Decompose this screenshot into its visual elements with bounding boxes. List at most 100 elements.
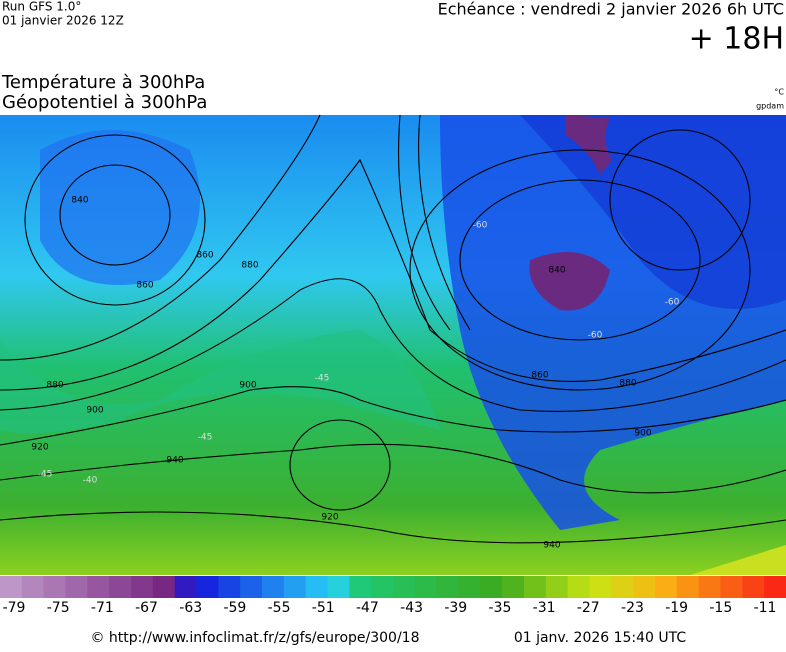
- lead-time: + 18H: [689, 22, 784, 57]
- legend-label: -71: [91, 600, 114, 616]
- legend-swatch: [174, 576, 197, 598]
- contour: [0, 158, 786, 391]
- legend-swatch: [218, 576, 241, 598]
- contour-label: 860: [136, 281, 153, 291]
- legend-swatch: [109, 576, 132, 598]
- contour: [0, 114, 321, 361]
- run-label: Run GFS 1.0°: [2, 0, 81, 14]
- contour-label: 940: [166, 456, 183, 466]
- mid-area: [0, 330, 440, 434]
- contour: [609, 129, 751, 271]
- contours: [0, 114, 786, 544]
- legend-swatch: [436, 576, 459, 598]
- legend-label: -27: [577, 600, 600, 616]
- contour-label: 860: [196, 251, 213, 261]
- cold-area: [520, 115, 786, 309]
- legend-label: -15: [709, 600, 732, 616]
- legend-swatch: [414, 576, 438, 598]
- legend-swatch: [720, 576, 743, 598]
- legend-label: -63: [179, 600, 202, 616]
- legend-swatch: [502, 576, 525, 598]
- contour-label: 880: [46, 381, 63, 391]
- title-geopotential: Géopotentiel à 300hPa: [2, 92, 207, 113]
- source-url: © http://www.infoclimat.fr/z/gfs/europe/…: [90, 630, 419, 646]
- contour-label: 920: [31, 443, 48, 453]
- contour-label: -60: [588, 331, 603, 341]
- contour: [409, 149, 751, 391]
- legend-swatch: [152, 576, 176, 598]
- legend-label: -67: [135, 600, 158, 616]
- contour: [24, 134, 206, 306]
- contour-label: 880: [619, 379, 636, 389]
- run-date: 01 janvier 2026 12Z: [2, 14, 124, 28]
- contour: [398, 114, 451, 331]
- legend-swatch: [43, 576, 66, 598]
- contour-label: -40: [83, 476, 98, 486]
- legend-label: -23: [621, 600, 644, 616]
- contour: [418, 114, 471, 331]
- legend-swatch: [262, 576, 285, 598]
- legend-swatch: [371, 576, 394, 598]
- legend-swatch: [567, 576, 590, 598]
- legend-swatch: [764, 576, 786, 598]
- generated-time: 01 janv. 2026 15:40 UTC: [514, 630, 687, 646]
- contour-label: 900: [634, 429, 651, 439]
- unit-geopotential: gpdam: [756, 102, 784, 111]
- legend-label: -43: [400, 600, 423, 616]
- legend-swatch: [655, 576, 678, 598]
- legend-swatch: [305, 576, 328, 598]
- warm-area: [690, 545, 786, 575]
- legend-swatch: [742, 576, 765, 598]
- legend-label: -19: [665, 600, 688, 616]
- contour-label: -60: [665, 298, 680, 308]
- coldest-area: [565, 115, 612, 175]
- legend-label: -59: [223, 600, 246, 616]
- contour: [0, 443, 786, 494]
- cold-area: [40, 130, 200, 285]
- legend-label: -47: [356, 600, 379, 616]
- contour-label: 920: [321, 513, 338, 523]
- legend-swatch: [283, 576, 307, 598]
- legend-label: -55: [268, 600, 291, 616]
- contour-label: 900: [86, 406, 103, 416]
- legend-swatch: [21, 576, 45, 598]
- contour-label: 880: [241, 261, 258, 271]
- legend-label: -75: [47, 600, 70, 616]
- unit-temperature: °C: [774, 88, 784, 97]
- legend-swatch: [633, 576, 656, 598]
- legend-label: -31: [533, 600, 556, 616]
- legend-swatch: [240, 576, 263, 598]
- contour-label: -45: [315, 374, 330, 384]
- legend-swatch: [698, 576, 721, 598]
- legend-label: -39: [444, 600, 467, 616]
- legend-swatch: [611, 576, 634, 598]
- contour: [0, 278, 786, 412]
- legend-swatch: [545, 576, 569, 598]
- legend-swatch: [480, 576, 503, 598]
- legend-swatch: [0, 576, 23, 598]
- contour-label: 840: [548, 266, 565, 276]
- legend-swatch: [327, 576, 350, 598]
- contour-label: 940: [543, 541, 560, 551]
- valid-time: Echéance : vendredi 2 janvier 2026 6h UT…: [438, 0, 784, 19]
- contour-label: -45: [198, 433, 213, 443]
- contour: [0, 511, 786, 544]
- legend-swatch: [524, 576, 547, 598]
- legend-swatch: [676, 576, 700, 598]
- legend-swatch: [589, 576, 612, 598]
- contour-label: 860: [531, 371, 548, 381]
- legend-swatch: [196, 576, 219, 598]
- legend-swatch: [393, 576, 416, 598]
- contour: [59, 164, 171, 266]
- contour-label: 840: [71, 196, 88, 206]
- map: 840 860 880 900 920 940 860 880 900 920 940 840 860 8…: [0, 114, 786, 575]
- legend-swatch: [131, 576, 154, 598]
- title-temperature: Température à 300hPa: [1, 72, 205, 93]
- legend-label: -51: [312, 600, 335, 616]
- legend-swatch: [349, 576, 372, 598]
- contour-label: -45: [38, 470, 53, 480]
- contour: [459, 179, 701, 341]
- legend-label: -11: [754, 600, 777, 616]
- legend-swatch: [87, 576, 110, 598]
